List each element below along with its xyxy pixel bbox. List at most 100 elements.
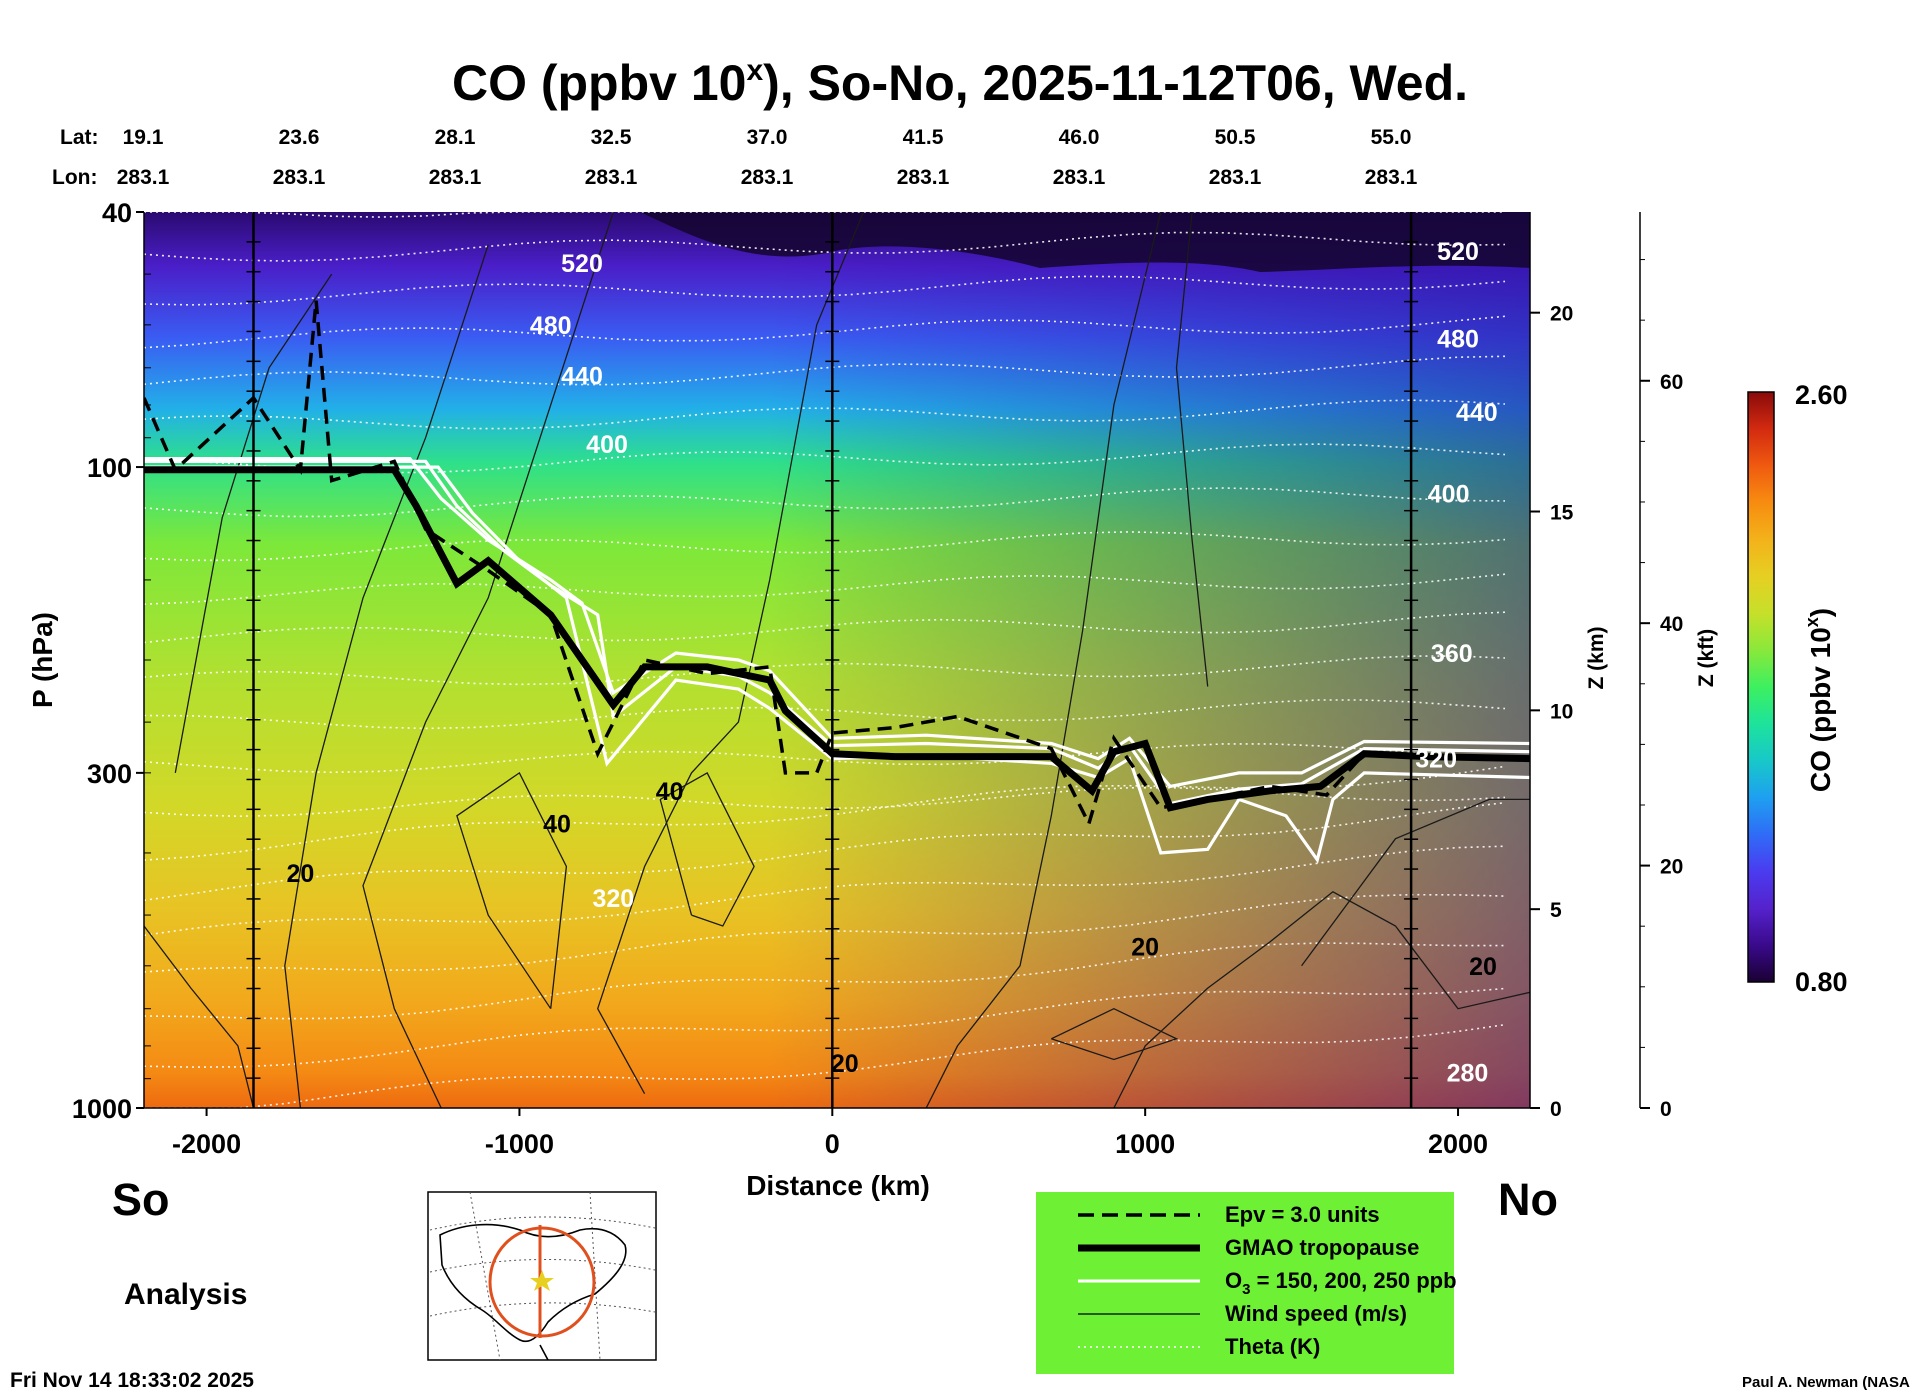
- legend-label: Wind speed (m/s): [1225, 1301, 1407, 1326]
- lat-values: 19.1 23.6 28.1 32.5 37.0 41.5 46.0 50.5 55.0: [123, 126, 1412, 149]
- x-tick-label: 1000: [1115, 1129, 1175, 1159]
- lon-values: 283.1 283.1 283.1 283.1 283.1 283.1 283.1 283.1…: [117, 166, 1418, 189]
- x-tick-label: -1000: [485, 1129, 554, 1159]
- wind-contour: [659, 771, 755, 927]
- colorbar-label: CO (ppbv 10x): [1802, 608, 1836, 792]
- lat-value: 23.6: [279, 126, 320, 149]
- theta-label: 280: [1447, 1059, 1489, 1087]
- lat-value: 32.5: [591, 126, 632, 149]
- north-label: No: [1498, 1174, 1558, 1225]
- x-tick-label: 0: [825, 1129, 840, 1159]
- z-km-tick-label: 20: [1550, 303, 1573, 326]
- legend-label: GMAO tropopause: [1225, 1235, 1419, 1260]
- lat-header-label: Lat:: [60, 126, 99, 149]
- theta-label: 480: [530, 312, 572, 340]
- z-kft-tick-label: 60: [1660, 371, 1683, 394]
- theta-contour: [144, 801, 1506, 902]
- legend-label: Theta (K): [1225, 1334, 1320, 1359]
- theta-label: 520: [1437, 238, 1479, 266]
- z-km-tick-label: 5: [1550, 899, 1562, 922]
- theta-label: 440: [1456, 399, 1498, 427]
- lon-value: 283.1: [1053, 166, 1106, 189]
- wind-contour: [456, 771, 568, 1010]
- z-kft-label: Z (kft): [1695, 629, 1718, 687]
- lat-value: 19.1: [123, 126, 164, 149]
- colorbar: 2.60 0.80 CO (ppbv 10x): [1747, 380, 1848, 997]
- y-axis-label: P (hPa): [27, 612, 58, 708]
- x-tick-label: 2000: [1428, 1129, 1488, 1159]
- wind-label: 20: [831, 1050, 859, 1078]
- colorbar-bar: [1747, 391, 1775, 983]
- timestamp: Fri Nov 14 18:33:02 2025: [10, 1369, 254, 1392]
- lon-value: 283.1: [429, 166, 482, 189]
- theta-contours: [144, 212, 1506, 1108]
- theta-label: 360: [1431, 640, 1473, 668]
- theta-label: 520: [561, 250, 603, 278]
- wind-contours: [144, 212, 1530, 1108]
- y-tick-label: 1000: [72, 1094, 132, 1124]
- star-icon: [530, 1270, 554, 1291]
- theta-label: 440: [561, 363, 603, 391]
- contour-labels: 520 520 480 480 440 440 400 400 360 320 320 280 20 40…: [287, 238, 1498, 1088]
- y-tick-label: 300: [87, 759, 132, 789]
- wind-label: 40: [656, 778, 684, 806]
- ozone-contour: [144, 459, 1530, 806]
- map-graticule: [429, 1191, 656, 1361]
- analysis-label: Analysis: [124, 1278, 247, 1311]
- inset-map: [427, 1191, 657, 1361]
- map-coastline: [439, 1223, 627, 1342]
- south-label: So: [112, 1174, 170, 1225]
- lat-value: 50.5: [1215, 126, 1256, 149]
- lon-value: 283.1: [897, 166, 950, 189]
- lat-value: 28.1: [435, 126, 476, 149]
- z-km-tick-label: 15: [1550, 502, 1574, 525]
- map-range-circle: [488, 1226, 596, 1338]
- z-km-tick-label: 0: [1550, 1098, 1562, 1121]
- wind-label: 20: [287, 860, 315, 888]
- plot-area: 520 520 480 480 440 440 400 400 360 320 320 280 20 40…: [144, 212, 1530, 1108]
- wind-label: 20: [1469, 953, 1497, 981]
- theta-label: 320: [592, 885, 634, 913]
- lat-value: 46.0: [1059, 126, 1100, 149]
- lon-value: 283.1: [273, 166, 326, 189]
- epv-contour-path: [144, 300, 1530, 829]
- epv-contour: [144, 300, 1530, 829]
- theta-label: 480: [1437, 325, 1479, 353]
- wind-contour: [362, 212, 614, 1108]
- z-km-tick-label: 10: [1550, 700, 1573, 723]
- lon-value: 283.1: [1365, 166, 1418, 189]
- theta-contour: [144, 765, 1506, 861]
- co-minimum-region: [640, 212, 1530, 272]
- lat-value: 37.0: [747, 126, 788, 149]
- y-tick-label: 40: [102, 198, 132, 228]
- theta-label: 400: [586, 431, 628, 459]
- x-axis-label: Distance (km): [746, 1170, 930, 1201]
- wind-contour: [1175, 212, 1209, 687]
- z-kft-tick-label: 0: [1660, 1098, 1672, 1121]
- axes: 40 100 300 1000 -2000 -1000 0 1000 2000 0 5 10 15 20 0…: [72, 198, 1683, 1159]
- wind-contour: [1051, 1007, 1179, 1061]
- wind-contour: [144, 925, 255, 1108]
- wind-contour: [174, 273, 333, 774]
- z-km-label: Z (km): [1585, 627, 1608, 690]
- wind-label: 20: [1131, 934, 1159, 962]
- z-kft-tick-label: 40: [1660, 613, 1683, 636]
- legend-box: [1036, 1192, 1454, 1374]
- wind-contour: [596, 212, 865, 1095]
- wind-contour: [1301, 798, 1530, 967]
- theta-label: 400: [1428, 481, 1470, 509]
- wind-contour: [925, 212, 1162, 1108]
- z-kft-tick-label: 20: [1660, 856, 1683, 879]
- legend-label: O3 = 150, 200, 250 ppb: [1225, 1268, 1457, 1298]
- colorbar-min: 0.80: [1795, 967, 1848, 997]
- map-coastline-south: [539, 1344, 549, 1361]
- lon-value: 283.1: [585, 166, 638, 189]
- theta-label: 320: [1415, 746, 1457, 774]
- lon-header-label: Lon:: [52, 166, 97, 189]
- y-tick-label: 100: [87, 453, 132, 483]
- wind-contour: [1113, 891, 1530, 1108]
- legend-label: Epv = 3.0 units: [1225, 1202, 1380, 1227]
- colorbar-max: 2.60: [1795, 380, 1848, 410]
- lon-value: 283.1: [117, 166, 170, 189]
- chart-title: CO (ppbv 10x), So-No, 2025-11-12T06, Wed…: [452, 54, 1468, 111]
